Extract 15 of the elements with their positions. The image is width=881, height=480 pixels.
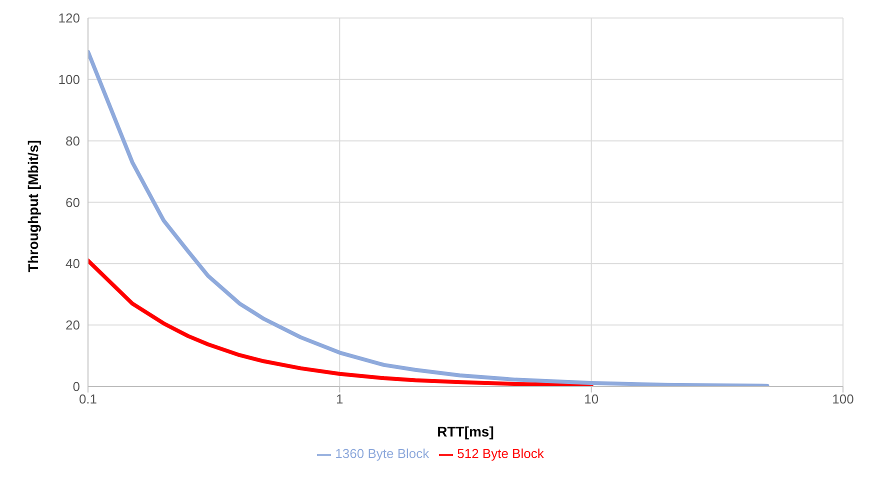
y-tick-label: 60 xyxy=(66,194,80,210)
y-tick-label: 40 xyxy=(66,256,80,272)
legend-label: 512 Byte Block xyxy=(457,446,544,462)
y-tick-label: 100 xyxy=(58,72,80,88)
legend-label: 1360 Byte Block xyxy=(335,446,430,462)
y-tick-label: 0 xyxy=(72,379,80,394)
x-tick-label: 10 xyxy=(584,392,599,407)
x-tick-label: 0.1 xyxy=(78,392,98,407)
x-axis-title: RTT[ms] xyxy=(437,423,494,440)
y-tick-label: 20 xyxy=(66,318,80,333)
x-tick-label: 100 xyxy=(832,392,854,407)
y-axis-title: Throughput [Mbit/s] xyxy=(24,140,41,272)
y-tick-label: 80 xyxy=(66,133,80,148)
x-tick-label: 1 xyxy=(336,392,344,407)
y-tick-label: 120 xyxy=(58,10,80,26)
